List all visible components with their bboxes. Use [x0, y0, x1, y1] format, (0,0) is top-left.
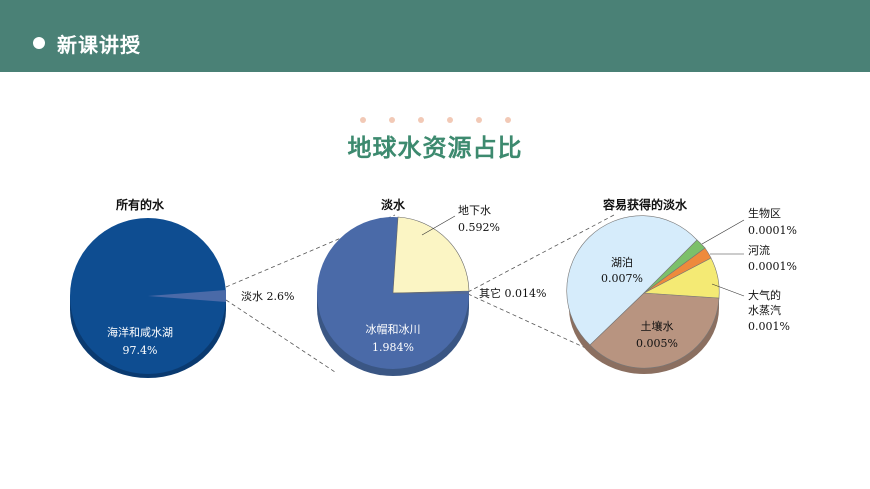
slice-label: 淡水 2.6%: [241, 290, 294, 303]
slice-label: 地下水: [458, 204, 491, 217]
chart-title: 淡水: [381, 197, 406, 212]
slice-value: 0.592%: [458, 221, 500, 234]
slice-value: 2.6%: [267, 290, 295, 303]
leader-line: [701, 219, 745, 245]
slice-label: 河流: [748, 243, 770, 257]
bullet-dot-icon: [33, 37, 45, 49]
slice-value: 0.0001%: [748, 260, 797, 273]
section-title: 新课讲授: [57, 33, 141, 57]
chart-title: 容易获得的淡水: [602, 197, 688, 212]
dot-icon: [447, 117, 453, 123]
slice-value: 0.001%: [748, 320, 790, 333]
slice-value: 0.0001%: [748, 224, 797, 237]
decorative-dots: [360, 108, 534, 127]
slice-value: 0.007%: [601, 272, 643, 285]
slice-label: 大气的: [748, 288, 781, 302]
pie-slice-biota: [643, 239, 706, 294]
header-bar: 新课讲授: [0, 0, 870, 72]
pie-slice-lakes: [566, 215, 698, 346]
slice-value: 97.4%: [123, 344, 158, 357]
slice-label: 其它 0.014%: [479, 286, 546, 300]
pie-slice-groundwater: [392, 216, 470, 294]
slice-label: 海洋和咸水湖: [107, 325, 173, 339]
slice-value: 0.005%: [636, 337, 678, 350]
slice-label: 冰帽和冰川: [366, 323, 421, 336]
slice-label: 生物区: [748, 206, 781, 220]
connector-line: [225, 299, 336, 373]
connector-line: [225, 214, 396, 288]
slice-value: 1.984%: [372, 341, 414, 354]
connector-line: [467, 293, 591, 351]
slice-label-text: 淡水: [241, 290, 263, 303]
slice-label-text: 其它: [479, 286, 501, 300]
leader-line: [711, 283, 745, 297]
dot-icon: [505, 117, 511, 123]
dot-icon: [418, 117, 424, 123]
slice-label: 湖泊: [611, 256, 633, 269]
slice-label: 水蒸汽: [748, 303, 781, 317]
pie-slice-soil-water: [589, 292, 720, 369]
leader-line: [421, 215, 456, 236]
slice-label: 土壤水: [641, 319, 674, 333]
page-title: 地球水资源占比: [347, 134, 523, 162]
dot-icon: [389, 117, 395, 123]
dot-icon: [476, 117, 482, 123]
slice-value: 0.014%: [505, 287, 547, 300]
pie-slice-freshwater: [148, 290, 226, 302]
chart-title: 所有的水: [116, 197, 165, 212]
dot-icon: [360, 117, 366, 123]
